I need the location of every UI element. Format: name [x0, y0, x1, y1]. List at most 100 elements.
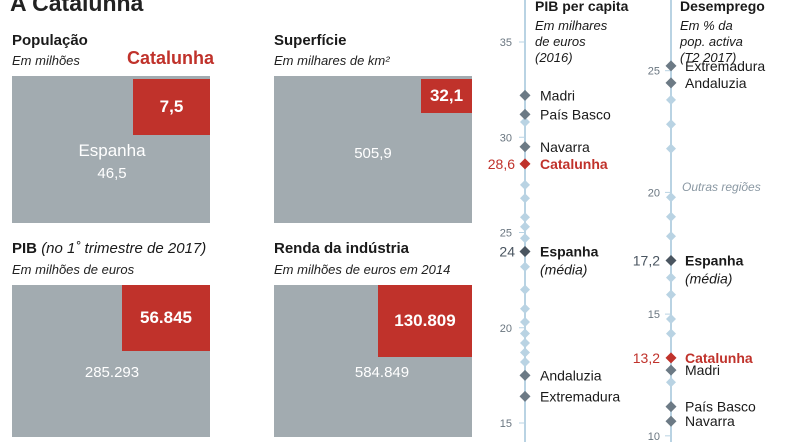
catalunha-marker [519, 158, 531, 170]
other-region-marker [520, 179, 530, 190]
other-region-marker [520, 261, 530, 272]
point-label: Andaluzia [685, 75, 747, 91]
tick-label: 35 [500, 37, 512, 49]
populacao-title: População [12, 32, 88, 49]
renda-title: Renda da indústria [274, 240, 410, 257]
pib-per-capita-title: PIB per capita [535, 0, 629, 14]
pib-per-capita-plot: 15 20 25 30 35 Madri País Basco Navarra Andaluzi… [488, 0, 620, 442]
andaluzia-marker [519, 369, 531, 381]
madri-marker [519, 89, 531, 101]
populacao-subtitle: Em milhões [12, 53, 80, 68]
renda-catalunha-value: 130.809 [394, 311, 456, 330]
catalunha-marker [665, 352, 677, 364]
point-label: Extremadura [540, 388, 620, 404]
other-region-marker [666, 377, 676, 388]
other-region-marker [666, 94, 676, 105]
navarra-marker [519, 141, 531, 153]
point-label: Espanha [540, 244, 599, 260]
other-region-marker [666, 328, 676, 339]
point-label: Navarra [685, 413, 735, 429]
other-region-marker [666, 289, 676, 300]
superficie-catalunha-value: 32,1 [429, 86, 464, 105]
other-region-marker [520, 221, 530, 232]
point-label: Navarra [540, 139, 590, 155]
tick-label: 20 [648, 187, 660, 199]
other-region-marker [520, 317, 530, 328]
other-region-marker [666, 231, 676, 242]
desemprego-sub-3: (T2 2017) [680, 50, 737, 65]
other-region-marker [520, 284, 530, 295]
populacao-catalunha-value: 7,5 [159, 97, 184, 116]
other-region-marker [520, 193, 530, 204]
other-region-marker [520, 357, 530, 368]
populacao-espanha-name: Espanha [78, 141, 146, 160]
navarra-marker [665, 415, 677, 427]
other-region-marker [666, 272, 676, 283]
other-region-marker [520, 337, 530, 348]
other-region-marker [520, 212, 530, 223]
andaluzia-marker [665, 77, 677, 89]
point-label: Extremadura [685, 58, 765, 74]
espanha-marker [665, 255, 677, 267]
populacao-catalunha-box: 7,5 [133, 79, 210, 135]
pib-title-main: PIB [12, 240, 38, 257]
value-label: 24 [499, 244, 515, 260]
desemprego-sub-2: pop. activa [680, 34, 743, 49]
espanha-marker [519, 246, 531, 258]
point-label: Madri [540, 87, 575, 103]
populacao-espanha-value: 46,5 [97, 165, 127, 182]
other-region-marker [666, 313, 676, 324]
point-label: Madri [685, 362, 720, 378]
madri-marker [665, 364, 677, 376]
tick-label: 10 [648, 431, 660, 442]
tick-label: 25 [648, 66, 660, 78]
país-basco-marker [519, 108, 531, 120]
point-sublabel: (média) [685, 271, 732, 287]
catalunha-legend-label: Catalunha [127, 48, 215, 68]
superficie-title: Superfície [274, 32, 347, 49]
other-region-marker [520, 117, 530, 128]
pib-subtitle: Em milhões de euros [12, 262, 135, 277]
point-label: País Basco [685, 399, 756, 415]
point-label: País Basco [540, 106, 611, 122]
other-region-marker [666, 211, 676, 222]
other-region-marker [520, 347, 530, 358]
desemprego-sub-1: Em % da [680, 18, 733, 33]
other-region-marker [666, 143, 676, 154]
superficie-catalunha-box: 32,1 [421, 79, 472, 113]
país-basco-marker [665, 401, 677, 413]
pib-espanha-value: 285.293 [84, 364, 140, 381]
tick-label: 15 [648, 309, 660, 321]
pib-catalunha-value: 56.845 [140, 308, 192, 327]
other-region-marker [666, 192, 676, 203]
tick-label: 30 [500, 132, 512, 144]
tick-label: 25 [500, 228, 512, 240]
extremadura-marker [665, 60, 677, 72]
value-label: 17,2 [633, 253, 660, 269]
point-label: Catalunha [540, 156, 608, 172]
tick-label: 20 [500, 323, 512, 335]
point-sublabel: (média) [540, 262, 587, 278]
annotation-label: Outras regiões [682, 180, 761, 194]
pib-catalunha-box: 56.845 [122, 285, 210, 351]
renda-catalunha-box: 130.809 [378, 285, 472, 357]
pib-per-capita-sub-2: de euros [535, 34, 586, 49]
value-label: 28,6 [488, 156, 515, 172]
pib-title-note: (no 1˚ trimestre de 2017) [41, 240, 207, 257]
superficie-espanha-value: 505,9 [354, 145, 392, 162]
superficie-subtitle: Em milhares de km² [274, 53, 390, 68]
value-label: 13,2 [633, 350, 660, 366]
main-title: A Catalunha [10, 0, 144, 16]
pib-title: PIB (no 1˚ trimestre de 2017) [12, 240, 206, 257]
other-region-marker [520, 233, 530, 244]
extremadura-marker [519, 390, 531, 402]
point-label: Espanha [685, 253, 744, 269]
point-label: Andaluzia [540, 367, 602, 383]
other-region-marker [666, 119, 676, 130]
pib-per-capita-sub-1: Em milhares [535, 18, 608, 33]
point-label: Catalunha [685, 350, 753, 366]
other-region-marker [520, 303, 530, 314]
renda-espanha-value: 584.849 [354, 364, 410, 381]
